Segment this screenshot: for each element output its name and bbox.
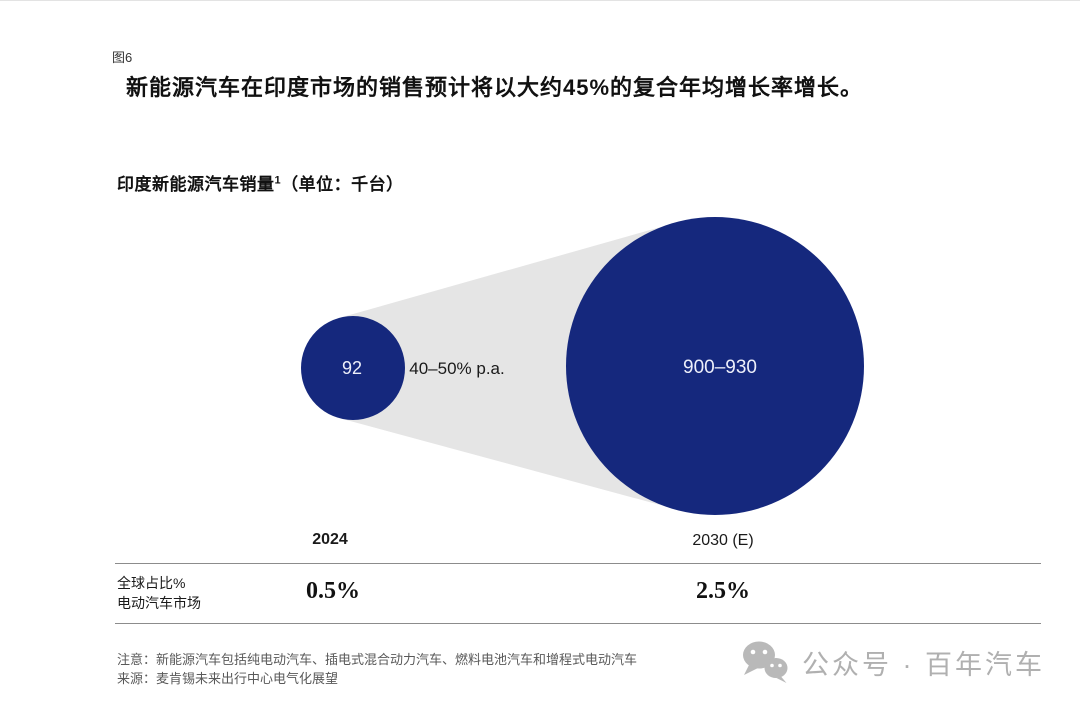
growth-rate-annotation: 40–50% p.a. xyxy=(409,359,504,378)
wechat-icon xyxy=(743,641,788,683)
watermark-text: 公众号 · 百年汽车 xyxy=(802,649,1045,680)
global-share-label-line1: 全球占比% xyxy=(117,575,186,591)
bubble-2024 xyxy=(301,316,405,420)
chart-subtitle-text: 印度新能源汽车销量 xyxy=(117,175,275,194)
footnote-marker: 1 xyxy=(274,174,282,187)
global-share-row-label: 全球占比% 电动汽车市场 xyxy=(117,573,201,613)
chart-subtitle: 印度新能源汽车销量1（单位：千台） xyxy=(117,170,404,195)
chart-title: 新能源汽车在印度市场的销售预计将以大约45%的复合年均增长率增长。 xyxy=(126,75,864,100)
bubble-growth-chart: 92 900–930 40–50% p.a. xyxy=(301,217,864,515)
global-share-label-line2: 电动汽车市场 xyxy=(117,595,201,611)
global-share-value-2030: 2.5% xyxy=(696,578,750,604)
global-share-value-2024: 0.5% xyxy=(306,578,360,604)
separator-line-top xyxy=(115,563,1041,564)
chart-subtitle-unit: （单位：千台） xyxy=(281,175,404,194)
watermark: 公众号 · 百年汽车 xyxy=(740,638,1045,686)
footnote-note: 注意：新能源汽车包括纯电动汽车、插电式混合动力汽车、燃料电池汽车和增程式电动汽车 xyxy=(117,652,638,667)
category-label-2024: 2024 xyxy=(312,531,348,548)
bubble-2030-value: 900–930 xyxy=(683,357,757,378)
category-label-2030: 2030 (E) xyxy=(692,532,754,549)
bubble-2024-value: 92 xyxy=(342,358,362,378)
footnotes: 注意：新能源汽车包括纯电动汽车、插电式混合动力汽车、燃料电池汽车和增程式电动汽车… xyxy=(117,650,637,688)
separator-line-bottom xyxy=(115,623,1041,624)
bubble-2030 xyxy=(566,217,864,515)
figure-number: 图6 xyxy=(112,50,133,65)
footnote-source: 来源：麦肯锡未来出行中心电气化展望 xyxy=(117,671,339,686)
